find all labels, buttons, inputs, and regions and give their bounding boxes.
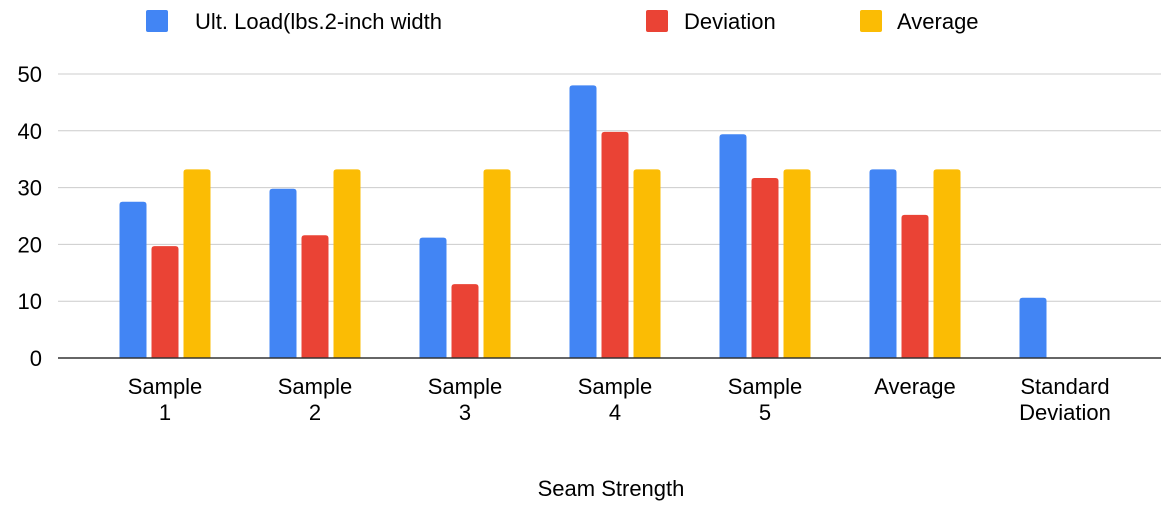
- x-tick-label: 3: [459, 400, 471, 425]
- bar: [269, 188, 297, 358]
- y-axis-ticks: 0 10 20 30 40 50: [18, 62, 42, 371]
- bar: [569, 85, 597, 359]
- bar: [1019, 297, 1047, 358]
- bar: [333, 169, 361, 358]
- legend-label: Average: [897, 9, 979, 34]
- x-axis-categories: Sample1Sample2Sample3Sample4Sample5Avera…: [128, 374, 1111, 425]
- bar: [719, 134, 747, 358]
- x-tick-label: Sample: [428, 374, 503, 399]
- x-tick-label: 4: [609, 400, 621, 425]
- y-tick-label: 10: [18, 289, 42, 314]
- legend-label: Ult. Load(lbs.2-inch width: [195, 9, 442, 34]
- bar: [933, 169, 961, 358]
- bar: [419, 237, 447, 358]
- bar: [601, 131, 629, 358]
- x-tick-label: 5: [759, 400, 771, 425]
- bar: [119, 201, 147, 358]
- x-tick-label: Sample: [728, 374, 803, 399]
- x-tick-label: Average: [874, 374, 956, 399]
- y-tick-label: 20: [18, 232, 42, 257]
- bar: [901, 214, 929, 358]
- legend-swatch: [646, 10, 668, 32]
- y-tick-label: 50: [18, 62, 42, 87]
- x-tick-label: Sample: [278, 374, 353, 399]
- x-tick-label: Sample: [128, 374, 203, 399]
- bar: [783, 169, 811, 358]
- legend-label: Deviation: [684, 9, 776, 34]
- x-tick-label: Deviation: [1019, 400, 1111, 425]
- y-tick-label: 30: [18, 176, 42, 201]
- bar: [183, 169, 211, 358]
- bar: [301, 235, 329, 358]
- y-tick-label: 0: [30, 346, 42, 371]
- bar: [483, 169, 511, 358]
- legend-swatch: [860, 10, 882, 32]
- y-tick-label: 40: [18, 119, 42, 144]
- bar: [869, 169, 897, 358]
- bar: [633, 169, 661, 358]
- bar: [451, 284, 479, 358]
- bar: [151, 246, 179, 358]
- x-tick-label: Standard: [1020, 374, 1109, 399]
- bar: [751, 177, 779, 358]
- legend-swatch: [146, 10, 168, 32]
- legend: Ult. Load(lbs.2-inch width Deviation Avera…: [146, 9, 979, 34]
- bars: [119, 85, 1047, 359]
- x-tick-label: 1: [159, 400, 171, 425]
- x-tick-label: 2: [309, 400, 321, 425]
- x-axis-title: Seam Strength: [538, 476, 685, 501]
- x-tick-label: Sample: [578, 374, 653, 399]
